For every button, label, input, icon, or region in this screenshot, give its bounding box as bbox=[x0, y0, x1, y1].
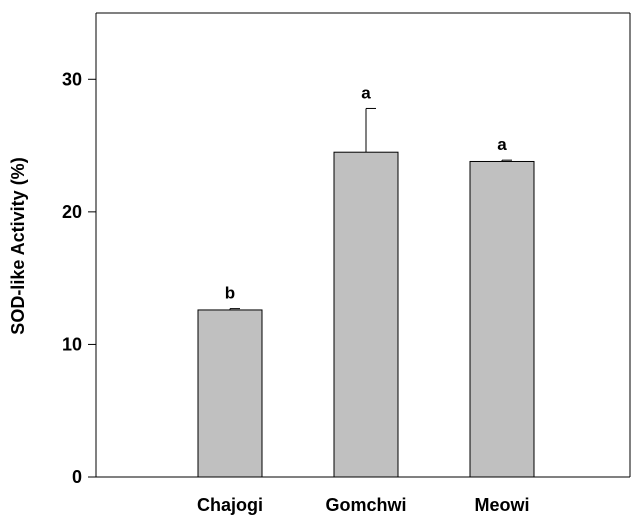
y-axis-title: SOD-like Activity (%) bbox=[8, 157, 28, 334]
x-axis-tick-labels: Chajogi Gomchwi Meowi bbox=[197, 495, 530, 515]
error-bars bbox=[229, 107, 512, 310]
y-tick-label: 0 bbox=[72, 467, 82, 487]
significance-labels: b a a bbox=[225, 83, 507, 302]
significance-letter: a bbox=[497, 135, 507, 154]
significance-letter: a bbox=[361, 83, 371, 102]
bar bbox=[333, 151, 399, 478]
y-tick-label: 20 bbox=[62, 202, 82, 222]
x-tick-label: Gomchwi bbox=[325, 495, 406, 515]
x-tick-label: Chajogi bbox=[197, 495, 263, 515]
x-tick-label: Meowi bbox=[474, 495, 529, 515]
bars bbox=[197, 151, 535, 478]
y-tick-label: 30 bbox=[62, 69, 82, 89]
y-tick-label: 10 bbox=[62, 334, 82, 354]
bar bbox=[469, 160, 535, 478]
significance-letter: b bbox=[225, 284, 235, 303]
y-axis-ticks: 0 10 20 30 bbox=[62, 69, 96, 487]
bar bbox=[197, 309, 263, 478]
